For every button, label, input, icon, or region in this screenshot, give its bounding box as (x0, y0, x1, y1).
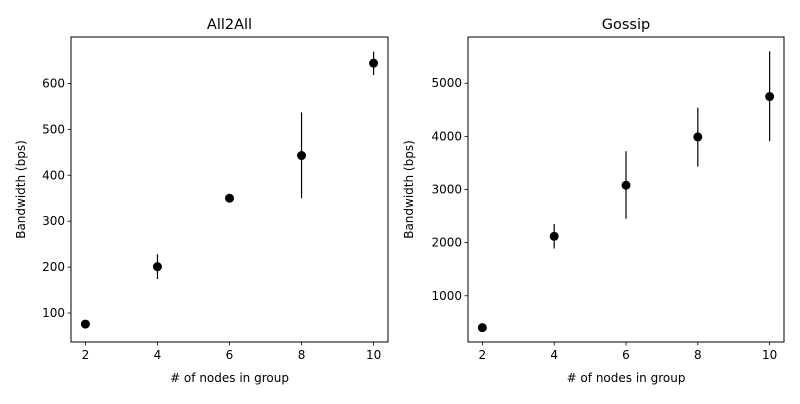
chart-all2all: All2All 2 4 6 8 10 100 200 300 400 500 600 # of no… (14, 17, 389, 385)
x-tick-label: 10 (366, 348, 381, 362)
y-tick-label: 100 (42, 306, 65, 320)
x-tick-label: 8 (298, 348, 306, 362)
y-tick-label: 400 (42, 168, 65, 182)
x-tick-label: 2 (479, 348, 487, 362)
y-tick-label: 600 (42, 76, 65, 90)
y-tick-label: 500 (42, 122, 65, 136)
y-tick-label: 300 (42, 214, 65, 228)
x-tick-label: 8 (694, 348, 702, 362)
x-tick-label: 10 (762, 348, 777, 362)
data-point (477, 323, 487, 333)
data-point (152, 262, 162, 272)
x-tick-label: 6 (622, 348, 630, 362)
chart-title: Gossip (602, 17, 650, 33)
chart-title: All2All (207, 17, 252, 33)
data-point (621, 180, 631, 190)
data-point (297, 151, 307, 161)
y-tick-label: 2000 (431, 236, 462, 250)
y-tick-label: 1000 (431, 289, 462, 303)
plot-frame (467, 36, 785, 343)
x-axis-label: # of nodes in group (170, 371, 289, 385)
y-tick-label: 4000 (431, 129, 462, 143)
data-point (225, 193, 234, 203)
plot-frame (70, 36, 389, 343)
y-axis-label: Bandwidth (bps) (402, 140, 416, 239)
y-axis-label: Bandwidth (bps) (14, 140, 28, 239)
data-point (765, 92, 775, 102)
x-axis-label: # of nodes in group (567, 371, 686, 385)
x-tick-label: 6 (226, 348, 234, 362)
data-point (549, 231, 559, 241)
data-point (80, 319, 90, 329)
x-tick-label: 2 (82, 348, 90, 362)
y-tick-label: 3000 (431, 183, 462, 197)
y-tick-label: 5000 (431, 76, 462, 90)
x-tick-label: 4 (154, 348, 162, 362)
data-point (369, 58, 379, 68)
x-tick-label: 4 (550, 348, 558, 362)
chart-gossip: Gossip 2 4 6 8 10 1000 2000 3000 4000 5000 # of n… (402, 17, 785, 385)
y-tick-label: 200 (42, 260, 65, 274)
data-point (693, 132, 703, 142)
